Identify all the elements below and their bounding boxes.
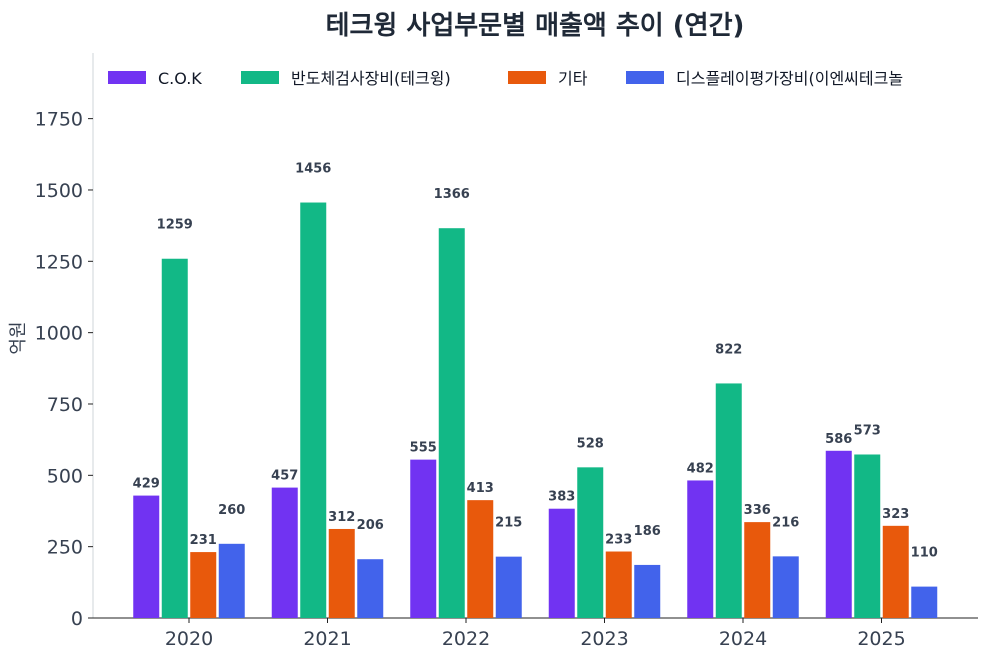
data-label: 1456 <box>295 162 331 177</box>
bar <box>467 500 494 618</box>
legend-swatch <box>241 71 279 84</box>
bar <box>772 556 799 618</box>
data-label: 457 <box>271 469 298 484</box>
data-label: 215 <box>495 516 522 531</box>
data-label: 1366 <box>434 187 470 202</box>
bar <box>438 228 465 618</box>
bar <box>410 459 437 618</box>
x-tick-label: 2025 <box>857 628 905 650</box>
y-tick-label: 500 <box>47 465 83 487</box>
x-tick-label: 2021 <box>303 628 351 650</box>
bars <box>133 202 938 618</box>
data-label: 482 <box>687 461 714 476</box>
data-label: 233 <box>605 533 632 548</box>
y-tick-label: 1500 <box>35 180 83 202</box>
bar <box>357 559 384 618</box>
data-label: 1259 <box>157 218 193 233</box>
legend: C.O.K 반도체검사장비(테크윙) 기타 디스플레이평가장비(이엔씨테크놀 <box>108 69 903 88</box>
y-tick-label: 0 <box>71 608 83 630</box>
y-tick-label: 1250 <box>35 251 83 273</box>
bar <box>634 564 661 618</box>
data-label: 555 <box>410 441 437 456</box>
data-label: 312 <box>328 510 355 525</box>
data-label: 383 <box>548 490 575 505</box>
data-label: 336 <box>744 503 771 518</box>
data-label: 586 <box>825 432 852 447</box>
data-label: 260 <box>218 503 245 518</box>
data-label: 528 <box>577 436 604 451</box>
bar <box>495 556 522 618</box>
bar <box>190 552 217 618</box>
legend-swatch <box>508 71 546 84</box>
y-tick-label: 250 <box>47 537 83 559</box>
bar <box>218 543 245 618</box>
bar <box>825 450 852 618</box>
data-label: 206 <box>357 518 384 533</box>
bar <box>577 467 604 618</box>
data-label: 231 <box>190 533 217 548</box>
axes: 0 250 500 750 1000 1250 1500 1750 2020 2021 2022 20… <box>35 53 978 650</box>
bar <box>687 480 714 618</box>
legend-label: C.O.K <box>158 69 202 88</box>
y-tick-label: 750 <box>47 394 83 416</box>
data-label: 413 <box>467 481 494 496</box>
bar <box>133 495 160 618</box>
x-tick-label: 2022 <box>442 628 490 650</box>
x-tick-label: 2024 <box>719 628 767 650</box>
bar <box>605 551 632 618</box>
bar <box>548 508 575 618</box>
data-label: 216 <box>772 515 799 530</box>
bar <box>882 525 909 618</box>
legend-label: 기타 <box>558 69 588 88</box>
legend-swatch <box>108 71 146 84</box>
data-label: 822 <box>715 342 742 357</box>
x-tick-label: 2023 <box>580 628 628 650</box>
data-label: 429 <box>133 477 160 492</box>
data-label: 186 <box>634 524 661 539</box>
bar <box>744 522 771 618</box>
bar <box>300 202 327 618</box>
legend-swatch <box>626 71 664 84</box>
legend-label: 반도체검사장비(테크윙) <box>291 69 451 88</box>
y-tick-label: 1750 <box>35 109 83 131</box>
y-tick-label: 1000 <box>35 323 83 345</box>
data-label: 573 <box>854 423 881 438</box>
data-label: 323 <box>882 507 909 522</box>
bar <box>854 454 881 618</box>
y-axis-label: 억원 <box>8 321 29 354</box>
bar <box>715 383 742 618</box>
legend-label: 디스플레이평가장비(이엔씨테크놀 <box>676 69 903 88</box>
x-tick-label: 2020 <box>165 628 213 650</box>
bar <box>328 528 355 618</box>
bar <box>161 258 188 618</box>
chart-title: 테크윙 사업부문별 매출액 추이 (연간) <box>326 11 745 41</box>
bar <box>911 586 938 618</box>
bar <box>271 487 298 618</box>
data-label: 110 <box>911 546 938 561</box>
